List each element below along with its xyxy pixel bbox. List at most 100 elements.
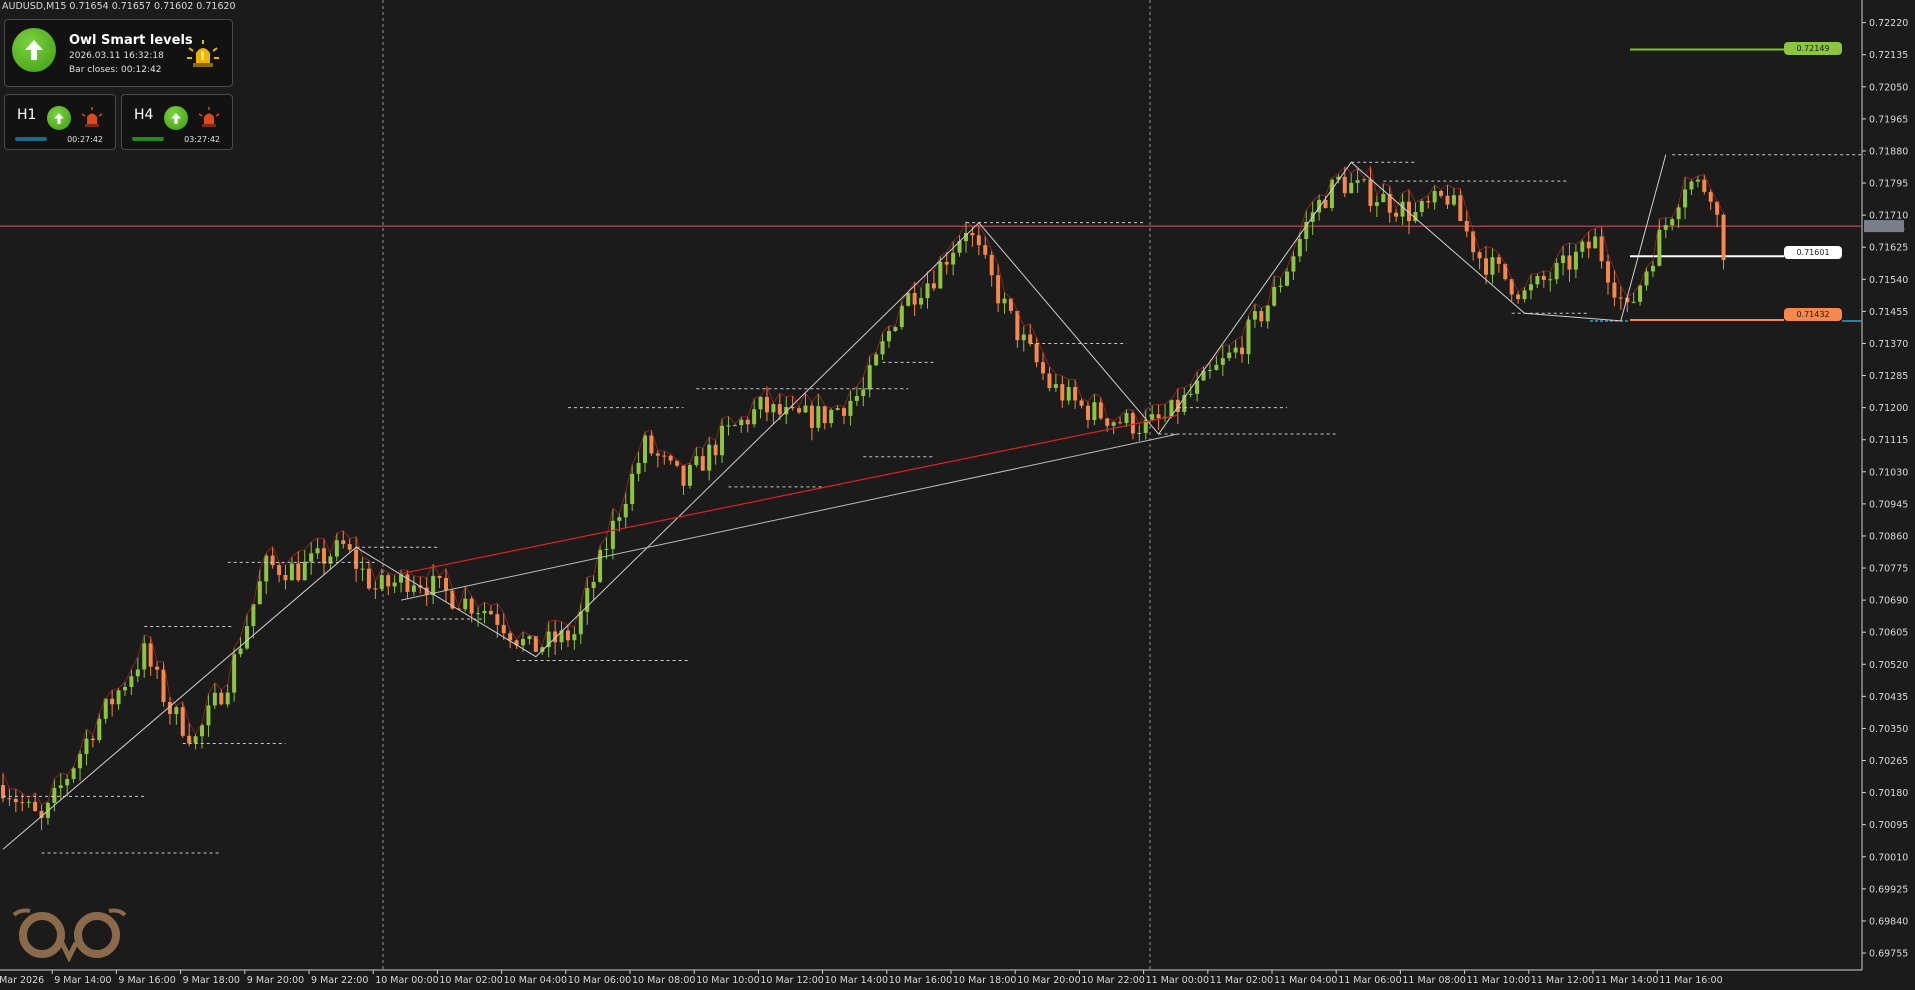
candle-bull bbox=[617, 517, 622, 521]
candle-bear bbox=[187, 735, 192, 744]
candle-bull bbox=[1066, 386, 1071, 401]
candle-bull bbox=[1419, 201, 1424, 213]
candle-bear bbox=[437, 575, 442, 578]
candle-bull bbox=[200, 725, 205, 737]
candle-bear bbox=[1368, 179, 1373, 206]
y-tick-label: 0.71540 bbox=[1869, 275, 1908, 286]
level-tag-white[interactable]: 0.71601 bbox=[1784, 246, 1842, 259]
candle-bull bbox=[636, 462, 641, 474]
candle-bear bbox=[1477, 252, 1482, 259]
candle-bull bbox=[1451, 195, 1456, 205]
candle-bull bbox=[309, 553, 314, 562]
candle-bull bbox=[1535, 276, 1540, 285]
alarm-siren-icon[interactable] bbox=[186, 39, 220, 69]
alarm-siren-icon[interactable] bbox=[81, 107, 103, 129]
candle-bear bbox=[1484, 258, 1489, 275]
candle-bear bbox=[1079, 400, 1084, 406]
candle-bear bbox=[713, 444, 718, 456]
candle-bull bbox=[257, 581, 262, 605]
candle-bear bbox=[944, 261, 949, 265]
x-tick-label: 9 Mar 16:00 bbox=[118, 975, 175, 986]
y-tick-label: 0.70520 bbox=[1869, 660, 1908, 671]
candle-bull bbox=[1689, 181, 1694, 190]
h4-timeframe-panel[interactable]: H4 03:27:42 bbox=[121, 94, 233, 150]
alarm-siren-icon[interactable] bbox=[198, 107, 220, 129]
y-tick-label: 0.71625 bbox=[1869, 243, 1908, 254]
candle-bear bbox=[495, 614, 500, 625]
level-tag-top[interactable]: 0.72149 bbox=[1784, 42, 1842, 55]
candle-bear bbox=[790, 407, 795, 409]
candle-bull bbox=[1362, 179, 1367, 181]
owl-smart-levels-panel[interactable]: Owl Smart levels 2026.03.11 16:32:18 Bar… bbox=[4, 19, 233, 87]
candle-bull bbox=[874, 354, 879, 366]
x-tick-label: 9 Mar 18:00 bbox=[183, 975, 240, 986]
y-tick-label: 0.72050 bbox=[1869, 82, 1908, 93]
candle-bear bbox=[508, 633, 513, 641]
candle-bear bbox=[33, 801, 38, 812]
candle-bull bbox=[880, 341, 885, 355]
candle-bull bbox=[379, 575, 384, 589]
candle-bear bbox=[1118, 422, 1123, 424]
trendline-white bbox=[400, 433, 1178, 601]
candle-bull bbox=[572, 634, 577, 641]
x-tick-label: 11 Mar 00:00 bbox=[1146, 975, 1209, 986]
candle-bull bbox=[142, 643, 147, 670]
candle-bear bbox=[681, 465, 686, 486]
owl-logo-icon bbox=[12, 908, 127, 963]
y-tick-label: 0.69925 bbox=[1869, 884, 1908, 895]
candle-bull bbox=[289, 563, 294, 581]
candle-bear bbox=[1715, 201, 1720, 215]
x-tick-label: 11 Mar 04:00 bbox=[1274, 975, 1337, 986]
candle-bull bbox=[1285, 271, 1289, 286]
candle-bear bbox=[1721, 214, 1726, 261]
candle-bull bbox=[938, 261, 943, 289]
candle-bear bbox=[1702, 179, 1707, 192]
candle-bull bbox=[1195, 380, 1200, 394]
candle-bull bbox=[71, 768, 76, 779]
candle-bear bbox=[386, 575, 391, 587]
candle-bull bbox=[1400, 201, 1405, 217]
candle-bull bbox=[886, 330, 891, 342]
swing-high-line bbox=[2, 165, 1724, 806]
candle-bear bbox=[1516, 294, 1521, 300]
h4-timer: 03:27:42 bbox=[184, 135, 220, 144]
up-arrow-icon bbox=[164, 106, 188, 130]
candle-bear bbox=[1394, 212, 1399, 217]
y-tick-label: 0.71030 bbox=[1869, 467, 1908, 478]
h1-timeframe-panel[interactable]: H1 00:27:42 bbox=[4, 94, 116, 150]
y-tick-label: 0.71795 bbox=[1869, 179, 1908, 190]
x-tick-label: 10 Mar 22:00 bbox=[1081, 975, 1144, 986]
candle-bear bbox=[1015, 310, 1020, 341]
candle-bear bbox=[675, 460, 680, 466]
candle-bull bbox=[174, 707, 179, 715]
candle-bull bbox=[1182, 394, 1187, 412]
candle-bull bbox=[591, 581, 596, 589]
candle-bull bbox=[238, 648, 243, 655]
level-tag-orange[interactable]: 0.71432 bbox=[1784, 308, 1842, 321]
candle-bull bbox=[1143, 419, 1148, 433]
candle-bull bbox=[559, 630, 564, 643]
candle-bull bbox=[1573, 251, 1578, 270]
candle-bear bbox=[180, 707, 185, 736]
y-tick-label: 0.69755 bbox=[1869, 949, 1908, 960]
candle-bull bbox=[58, 785, 63, 789]
candle-bull bbox=[867, 365, 872, 390]
y-tick-label: 0.70265 bbox=[1869, 756, 1908, 767]
candle-bear bbox=[1625, 297, 1630, 303]
candle-bear bbox=[1047, 373, 1052, 389]
candle-bull bbox=[861, 389, 866, 397]
candle-bull bbox=[1548, 279, 1553, 281]
x-tick-label: 10 Mar 16:00 bbox=[889, 975, 952, 986]
x-tick-label: 11 Mar 12:00 bbox=[1531, 975, 1594, 986]
x-tick-label: 9 Mar 2026 bbox=[0, 975, 44, 986]
candle-bull bbox=[964, 232, 968, 242]
candle-bear bbox=[809, 405, 814, 428]
candle-bear bbox=[296, 563, 301, 581]
candle-bull bbox=[334, 540, 339, 557]
y-tick-label: 0.71965 bbox=[1869, 114, 1908, 125]
candle-bear bbox=[1008, 298, 1013, 311]
candle-bear bbox=[655, 453, 660, 456]
current-price-tag bbox=[1864, 220, 1904, 233]
